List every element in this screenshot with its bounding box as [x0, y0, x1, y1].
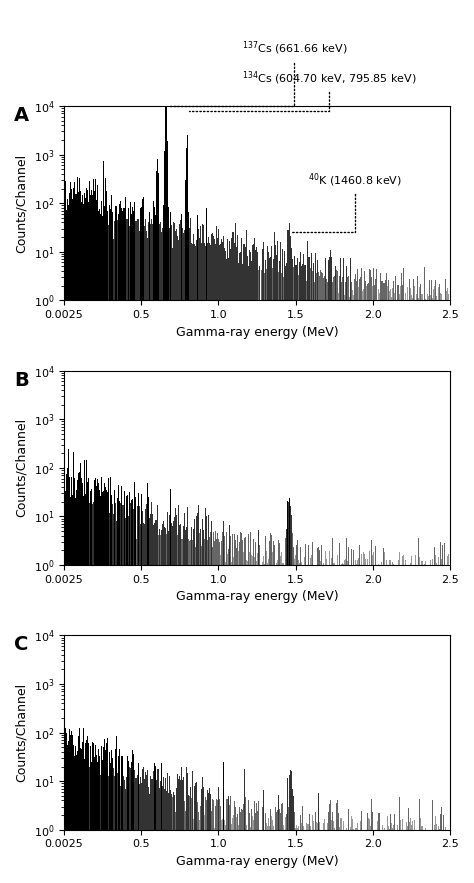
Text: B: B — [14, 371, 28, 389]
Text: $^{134}$Cs (604.70 keV, 795.85 keV): $^{134}$Cs (604.70 keV, 795.85 keV) — [190, 69, 417, 110]
Y-axis label: Counts/Channel: Counts/Channel — [15, 683, 28, 782]
Text: C: C — [14, 636, 28, 654]
Text: $^{137}$Cs (661.66 keV): $^{137}$Cs (661.66 keV) — [169, 40, 347, 106]
Text: $^{40}$K (1460.8 keV): $^{40}$K (1460.8 keV) — [292, 171, 402, 232]
Y-axis label: Counts/Channel: Counts/Channel — [15, 419, 28, 517]
X-axis label: Gamma-ray energy (MeV): Gamma-ray energy (MeV) — [176, 590, 338, 603]
Text: A: A — [14, 106, 29, 125]
X-axis label: Gamma-ray energy (MeV): Gamma-ray energy (MeV) — [176, 855, 338, 868]
X-axis label: Gamma-ray energy (MeV): Gamma-ray energy (MeV) — [176, 326, 338, 338]
Y-axis label: Counts/Channel: Counts/Channel — [15, 154, 28, 253]
